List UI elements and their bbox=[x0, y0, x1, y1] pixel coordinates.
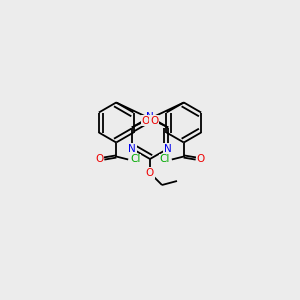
Text: O: O bbox=[95, 154, 103, 164]
Text: O: O bbox=[142, 116, 150, 125]
Text: N: N bbox=[128, 143, 136, 154]
Text: Cl: Cl bbox=[130, 154, 140, 164]
Text: O: O bbox=[197, 154, 205, 164]
Text: N: N bbox=[164, 143, 172, 154]
Text: O: O bbox=[146, 168, 154, 178]
Text: N: N bbox=[146, 112, 154, 122]
Text: O: O bbox=[150, 116, 158, 125]
Text: Cl: Cl bbox=[160, 154, 170, 164]
